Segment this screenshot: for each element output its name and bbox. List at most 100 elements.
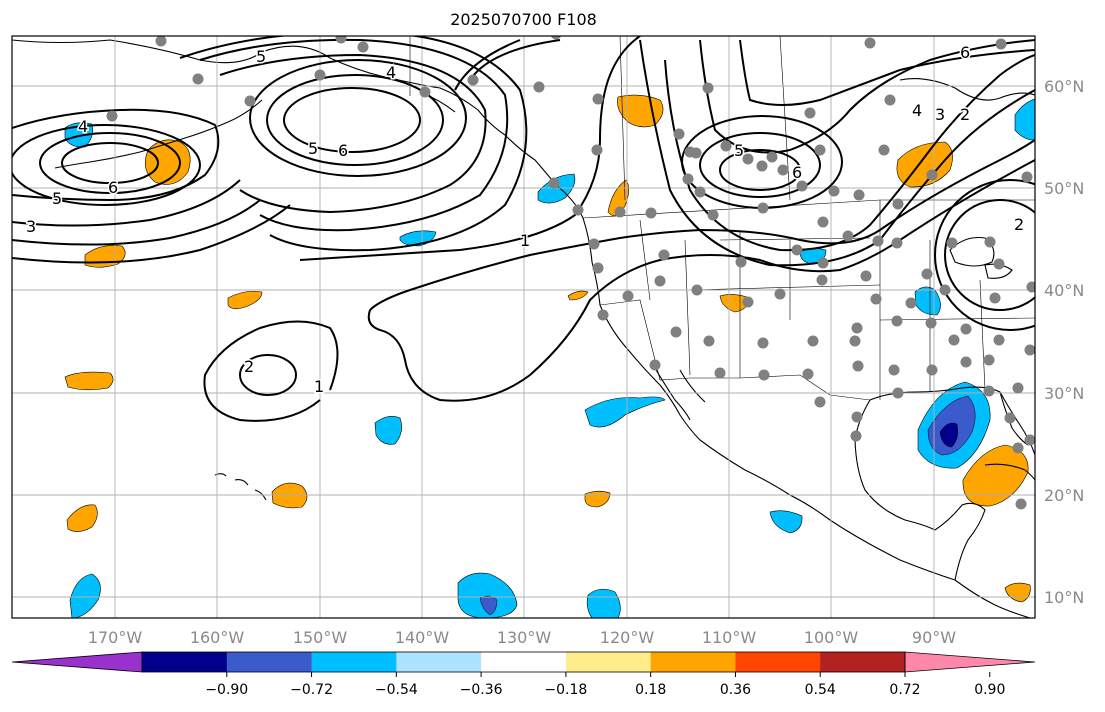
colorbar-tick-label: 0.72 [889,682,920,698]
station-dot [691,284,703,296]
lon-tick-label: 130°W [497,628,552,647]
station-dot [925,317,937,329]
station-dot [622,290,634,302]
colorbar-tick-label: −0.36 [460,682,503,698]
contour-label: 2 [1014,215,1024,234]
lat-tick-label: 10°N [1044,588,1084,607]
station-dot [939,284,951,296]
station-dot [757,202,769,214]
lon-tick-label: 90°W [912,628,956,647]
station-dot [796,180,808,192]
station-dot [777,164,789,176]
station-dot [946,237,958,249]
station-dot [592,93,604,105]
colorbar-tick-label: −0.72 [290,682,333,698]
graticule [12,36,1035,618]
station-dot [807,335,819,347]
station-dot [314,69,326,81]
station-dot [1024,344,1035,356]
contour-label: 6 [338,141,348,160]
station-dot [816,274,828,286]
station-dot [849,335,861,347]
station-dot [860,270,872,282]
station-dot [926,169,938,181]
contour-lines [12,36,1035,422]
colorbar-tick-label: −0.54 [375,682,418,698]
lat-tick-label: 30°N [1044,384,1084,403]
lon-tick-label: 110°W [702,628,757,647]
station-dot [983,385,995,397]
contour-label: 1 [314,377,324,396]
station-dot [1015,498,1027,510]
map-frame [11,35,1036,619]
contour-label: 6 [108,178,118,197]
coastlines [12,39,1035,618]
station-dot [984,236,996,248]
colorbar-segment [565,652,652,672]
station-dot [703,335,715,347]
map-content: 5 4 5 6 4 5 6 3 2 1 2 1 4 3 2 5 6 6 [12,36,1035,618]
colorbar-segment [396,652,482,672]
station-dot [852,360,864,372]
station-dot [948,334,960,346]
station-dot [155,36,167,47]
station-dot [758,369,770,381]
station-dot [888,364,900,376]
station-dot [774,288,786,300]
station-dot [591,144,603,156]
station-dot [878,144,890,156]
station-dot [106,110,118,122]
station-dot [654,275,666,287]
station-dot [892,387,904,399]
station-dot [533,81,545,93]
lon-tick-label: 170°W [88,628,143,647]
colorbar-tick-label: 0.18 [635,682,666,698]
station-dot [614,206,626,218]
station-dot [842,230,854,242]
station-dot [892,198,904,210]
positive-anomaly-areas [64,94,1031,603]
station-dot [817,216,829,228]
station-dot [550,36,562,40]
station-dot [926,364,938,376]
station-dot [814,144,826,156]
station-dot [804,107,816,119]
station-dot [802,368,814,380]
station-dot [670,326,682,338]
station-dot [742,153,754,165]
contour-label: 4 [386,63,396,82]
station-dot [588,238,600,250]
contour-label: 6 [792,163,802,182]
colorbar-tick-label: 0.90 [974,682,1005,698]
lat-tick-label: 40°N [1044,281,1084,300]
colorbar-segment [142,652,228,672]
station-dot [1021,171,1033,183]
contour-label: 5 [52,189,62,208]
latitude-tick-labels: 60°N 50°N 40°N 30°N 20°N 10°N [1044,77,1084,607]
colorbar-tick-label: −0.90 [205,682,248,698]
lon-tick-label: 150°W [293,628,348,647]
lon-tick-label: 100°W [804,628,859,647]
station-dot [891,315,903,327]
contour-label: 2 [960,105,970,124]
station-dot [735,256,747,268]
colorbar-frame [141,651,906,673]
station-dot [851,322,863,334]
political-borders [409,36,1035,401]
colorbar-max-extend [904,651,1036,673]
lat-tick-label: 60°N [1044,77,1084,96]
station-dot [864,37,876,49]
contour-label: 1 [520,231,530,250]
station-dot [960,323,972,335]
station-dot [817,257,829,269]
colorbar-segment [481,652,567,672]
station-dot [872,235,884,247]
contour-label: 3 [26,217,36,236]
station-dot [192,73,204,85]
station-dot [694,186,706,198]
station-dot [592,262,604,274]
station-dot [828,185,840,197]
station-dot [357,41,369,53]
station-dot [244,95,256,107]
colorbar-segment [650,652,736,672]
